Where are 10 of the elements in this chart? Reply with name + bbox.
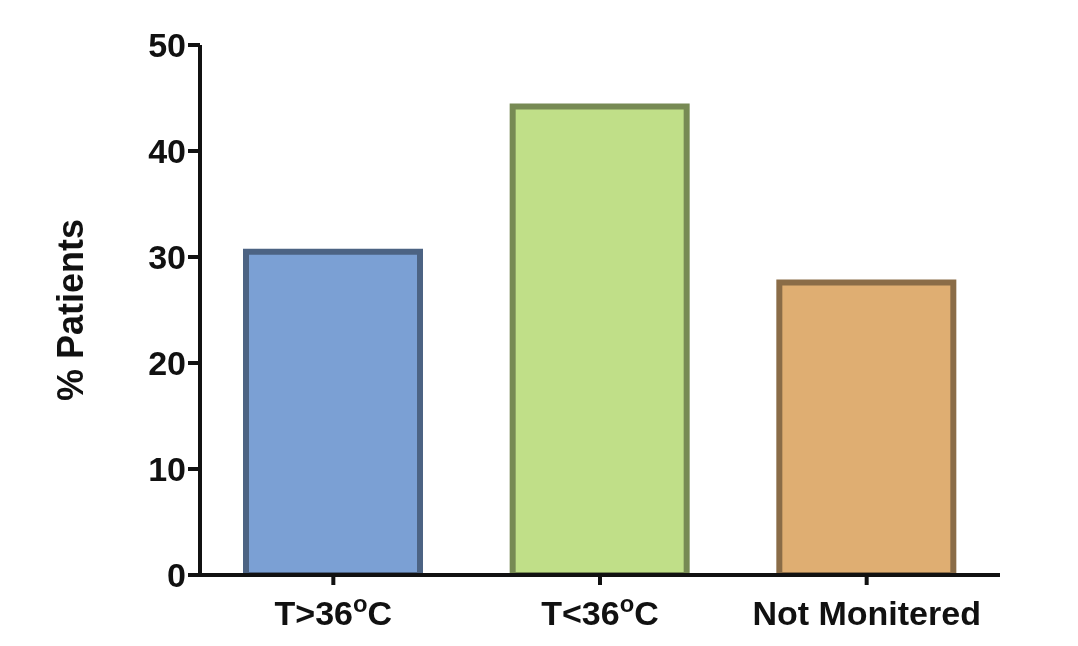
y-tick-label: 50 [148, 26, 186, 65]
y-tick-label: 20 [148, 344, 186, 383]
y-tick-label: 10 [148, 450, 186, 489]
y-tick-label: 30 [148, 238, 186, 277]
y-tick-label: 40 [148, 132, 186, 171]
y-tick-label: 0 [167, 556, 186, 595]
x-tick-label: T<36$^{o}$C [541, 589, 659, 632]
x-tick-label: Not Monitered [752, 594, 981, 632]
x-tick-label: T>36$^{o}$C [274, 589, 393, 632]
y-axis-title: % Patients [49, 218, 91, 402]
